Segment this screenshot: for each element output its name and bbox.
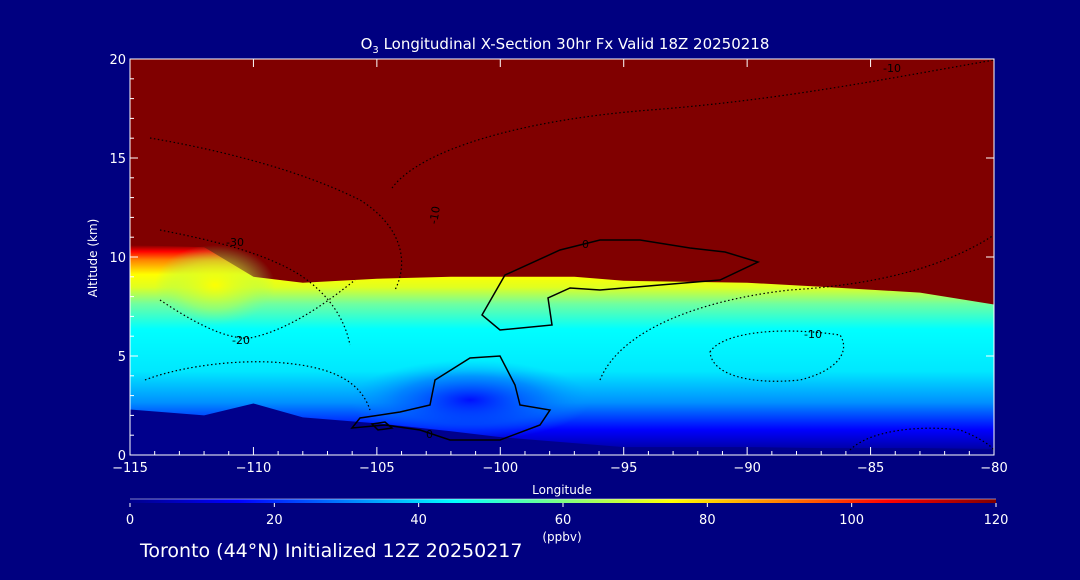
contour-zero-lower <box>350 355 552 441</box>
init-caption: Toronto (44°N) Initialized 12Z 20250217 <box>140 540 523 562</box>
contour-zero-upper <box>481 239 761 331</box>
y-tick-label: 15 <box>109 152 126 167</box>
contour-minus-10-right <box>709 330 845 382</box>
colorbar-tick-label: 40 <box>410 513 427 528</box>
colorbar-tick-label: 120 <box>984 513 1009 528</box>
colorbar-tick-label: 60 <box>555 513 572 528</box>
contour-label: 0 <box>582 238 589 251</box>
topography-fill <box>130 403 994 455</box>
y-axis-label: Altitude (km) <box>86 219 100 298</box>
y-tick-label: 10 <box>109 251 126 266</box>
x-axis-label: Longitude <box>532 483 592 497</box>
colorbar-tick-label: 20 <box>266 513 283 528</box>
dotted-contours <box>144 59 994 451</box>
colorbar-unit: (ppbv) <box>542 530 581 544</box>
x-tick-label: −100 <box>482 461 518 476</box>
contour-label: 0 <box>426 428 433 441</box>
colorbar-tick-label: 0 <box>126 513 134 528</box>
contour-labels: -10 -30 -20 -10 -10 0 0 <box>226 62 901 441</box>
yellow-ozone-pocket <box>155 245 275 325</box>
y-tick-label: 20 <box>109 53 126 68</box>
x-tick-label: −85 <box>857 461 884 476</box>
contour-label: -10 <box>427 205 443 225</box>
contour-label: -10 <box>883 62 901 75</box>
contour-label: -10 <box>804 328 822 341</box>
colorbar <box>130 499 996 503</box>
contour-right-low <box>849 427 994 451</box>
troposphere-fill <box>130 245 994 455</box>
contour-minus-30 <box>159 229 351 346</box>
x-tick-label: −80 <box>980 461 1007 476</box>
colorbar-ticks: 0 20 40 60 80 100 120 <box>126 503 1009 528</box>
plot-area: -10 -30 -20 -10 -10 0 0 <box>130 59 994 455</box>
contour-right-large <box>599 234 994 381</box>
contour-label: -30 <box>226 236 244 249</box>
solid-contours <box>350 239 761 441</box>
x-tick-label: −105 <box>359 461 395 476</box>
chart-title: O3 Longitudinal X-Section 30hr Fx Valid … <box>361 35 770 56</box>
colorbar-tick-label: 80 <box>699 513 716 528</box>
contour-zero-notch <box>370 421 394 431</box>
x-tick-label: −95 <box>610 461 637 476</box>
colorbar-tick-label: 100 <box>839 513 864 528</box>
x-tick-label: −90 <box>733 461 760 476</box>
y-axis: 0 5 10 15 20 <box>109 53 994 464</box>
blue-ozone-pocket <box>350 360 590 440</box>
x-tick-label: −115 <box>112 461 148 476</box>
contour-label: -20 <box>232 334 250 347</box>
contour-mid-loop <box>144 361 371 411</box>
x-axis: −115 −110 −105 −100 −95 −90 −85 −80 <box>112 59 1008 476</box>
y-tick-label: 0 <box>118 449 126 464</box>
contour-minus-20 <box>159 279 356 339</box>
y-tick-label: 5 <box>118 350 126 365</box>
x-tick-label: −110 <box>236 461 272 476</box>
